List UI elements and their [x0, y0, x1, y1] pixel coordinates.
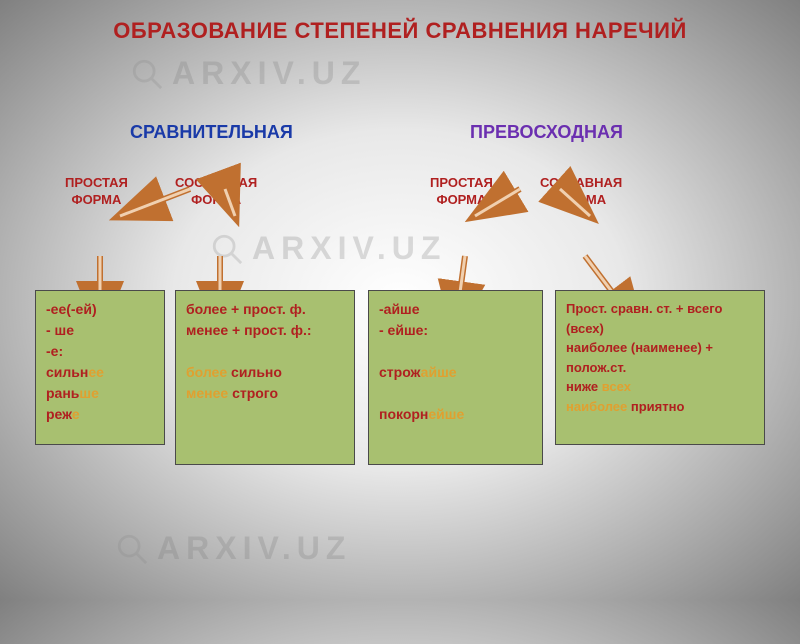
text-segment: менее	[186, 385, 232, 401]
slide-content: ОБРАЗОВАНИЕ СТЕПЕНЕЙ СРАВНЕНИЯ НАРЕЧИЙ С…	[0, 0, 800, 600]
text-segment: айше	[421, 364, 457, 380]
text-segment: рань	[46, 385, 79, 401]
text-segment: приятно	[631, 399, 685, 414]
superlative-label: ПРЕВОСХОДНАЯ	[470, 122, 623, 143]
text-segment: ниже	[566, 379, 602, 394]
text-segment: более + прост. ф.	[186, 301, 306, 317]
text-segment: е	[72, 406, 80, 422]
text-segment: строго	[232, 385, 278, 401]
text-segment: -е:	[46, 343, 63, 359]
text-segment: ше	[79, 385, 98, 401]
text-segment: сильно	[231, 364, 282, 380]
text-segment: наиболее	[566, 399, 631, 414]
text-segment: всех	[602, 379, 631, 394]
form-line1: ПРОСТАЯ	[430, 175, 493, 190]
text-segment: менее + прост. ф.:	[186, 322, 312, 338]
sup-compound-form-label: СОСТАВНАЯ ФОРМА	[540, 175, 622, 209]
text-segment: реж	[46, 406, 72, 422]
text-segment: -ее(-ей)	[46, 301, 97, 317]
text-segment: покорн	[379, 406, 428, 422]
sup-simple-form-label: ПРОСТАЯ ФОРМА	[430, 175, 493, 209]
form-line1: ПРОСТАЯ	[65, 175, 128, 190]
text-segment: сильн	[46, 364, 88, 380]
text-segment: ее	[88, 364, 104, 380]
form-line2: ФОРМА	[191, 192, 241, 207]
text-segment: строж	[379, 364, 421, 380]
form-line1: СОСТАВНАЯ	[175, 175, 257, 190]
text-segment: Прост. сравн. ст. + всего (всех)	[566, 301, 722, 336]
sup-simple-box: -айше - ейше: строжайше покорнейше	[368, 290, 543, 465]
form-line1: СОСТАВНАЯ	[540, 175, 622, 190]
text-segment: -айше	[379, 301, 420, 317]
sup-compound-box: Прост. сравн. ст. + всего (всех) наиболее…	[555, 290, 765, 445]
text-segment: более	[186, 364, 231, 380]
text-segment: - ше	[46, 322, 74, 338]
text-segment: наиболее (наименее) + полож.ст.	[566, 340, 713, 375]
comp-simple-box: -ее(-ей) - ше -е: сильнеераньшереже	[35, 290, 165, 445]
form-line2: ФОРМА	[556, 192, 606, 207]
comp-compound-box: более + прост. ф. менее + прост. ф.: более…	[175, 290, 355, 465]
comp-simple-form-label: ПРОСТАЯ ФОРМА	[65, 175, 128, 209]
text-segment: ейше	[428, 406, 464, 422]
text-segment: - ейше:	[379, 322, 428, 338]
form-line2: ФОРМА	[436, 192, 486, 207]
comparative-label: СРАВНИТЕЛЬНАЯ	[130, 122, 293, 143]
form-line2: ФОРМА	[71, 192, 121, 207]
page-title: ОБРАЗОВАНИЕ СТЕПЕНЕЙ СРАВНЕНИЯ НАРЕЧИЙ	[0, 0, 800, 44]
comp-compound-form-label: СОСТАВНАЯ ФОРМА	[175, 175, 257, 209]
